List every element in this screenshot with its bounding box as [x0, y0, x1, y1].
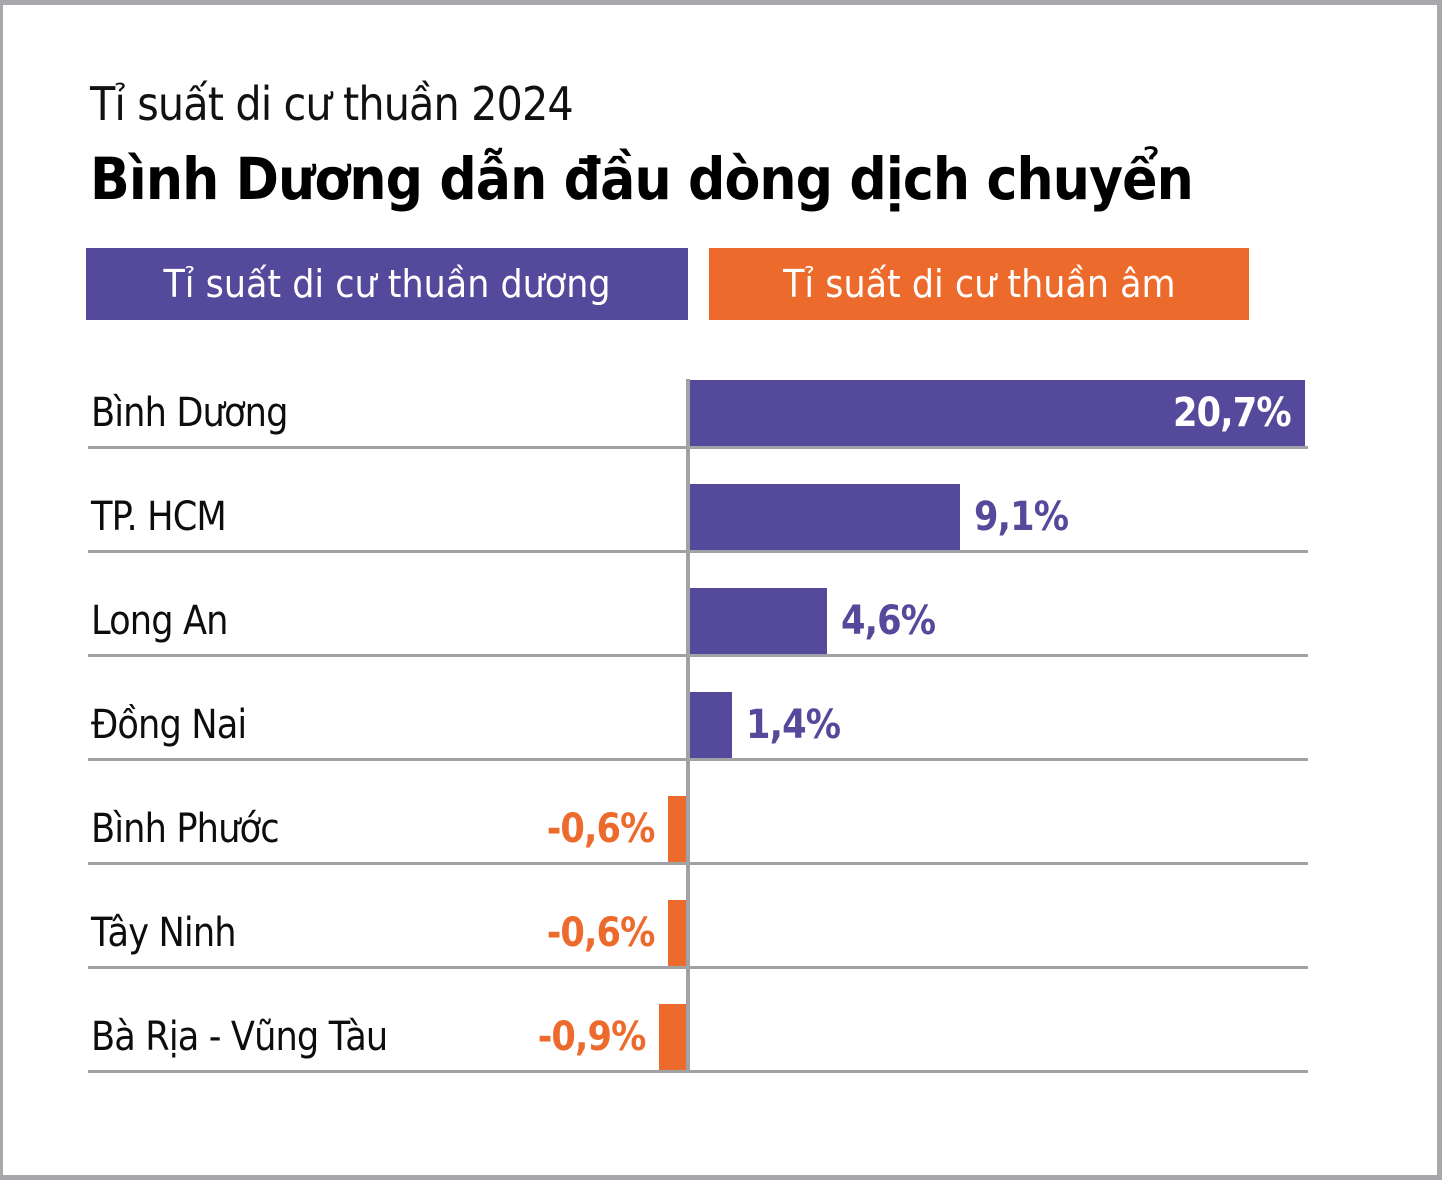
negative-bar — [668, 796, 686, 862]
chart-row: Đồng Nai 1,4% — [88, 657, 1308, 761]
category-label: Tây Ninh — [91, 910, 237, 956]
bar-chart: Bình Dương 20,7% TP. HCM 9,1% Long An 4,6% Đồn… — [3, 5, 1437, 1175]
legend-positive-label: Tỉ suất di cư thuần dương — [163, 262, 611, 306]
legend-positive: Tỉ suất di cư thuần dương — [86, 248, 688, 320]
chart-title: Bình Dương dẫn đầu dòng dịch chuyển — [90, 145, 1194, 213]
value-label: 20,7% — [1173, 390, 1292, 436]
category-label: Long An — [91, 598, 228, 644]
chart-row: Long An 4,6% — [88, 553, 1308, 657]
value-label: 4,6% — [840, 598, 936, 644]
chart-row: Bình Dương 20,7% — [88, 345, 1308, 449]
value-label: 9,1% — [974, 494, 1069, 540]
value-label: 1,4% — [745, 702, 841, 748]
negative-bar — [659, 1004, 686, 1070]
chart-row: Bà Rịa - Vũng Tàu -0,9% — [88, 969, 1308, 1073]
chart-row: Tây Ninh -0,6% — [88, 865, 1308, 969]
category-label: Bà Rịa - Vũng Tàu — [91, 1014, 388, 1060]
chart-subtitle: Tỉ suất di cư thuần 2024 — [90, 77, 574, 131]
positive-bar — [690, 484, 961, 550]
category-label: Đồng Nai — [91, 702, 247, 748]
value-label: -0,6% — [546, 806, 655, 852]
legend-negative: Tỉ suất di cư thuần âm — [709, 248, 1249, 320]
category-label: Bình Dương — [91, 390, 288, 436]
value-label: -0,9% — [537, 1014, 646, 1060]
chart-row: Bình Phước -0,6% — [88, 761, 1308, 865]
category-label: TP. HCM — [91, 494, 227, 540]
chart-row: TP. HCM 9,1% — [88, 449, 1308, 553]
category-label: Bình Phước — [91, 806, 280, 852]
value-label: -0,6% — [546, 910, 655, 956]
negative-bar — [668, 900, 686, 966]
zero-axis-line — [686, 379, 690, 1073]
positive-bar — [690, 380, 1305, 446]
positive-bar — [690, 692, 732, 758]
positive-bar — [690, 588, 827, 654]
legend-negative-label: Tỉ suất di cư thuần âm — [782, 262, 1176, 306]
